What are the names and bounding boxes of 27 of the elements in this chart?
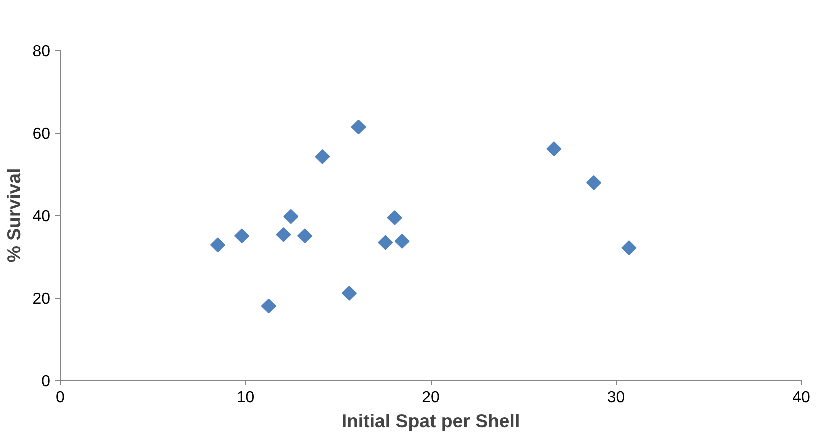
point [342, 286, 358, 301]
x-tick-label: 10 [236, 390, 255, 406]
point [276, 227, 292, 242]
point [394, 234, 410, 249]
x-tick-label: 30 [607, 390, 626, 406]
y-tick-label: 20 [32, 291, 51, 308]
point [378, 235, 394, 250]
point [284, 209, 299, 224]
y-axis-title: % Survival [4, 168, 25, 263]
point [210, 238, 226, 253]
point [261, 298, 276, 314]
point [234, 228, 250, 244]
x-tick-label: 40 [792, 390, 810, 406]
y-tick-label: 0 [42, 374, 51, 390]
x-axis-title: Initial Spat per Shell [342, 410, 520, 432]
point [387, 210, 402, 226]
y-tick-label: 40 [32, 208, 51, 226]
x-tick-label: 0 [56, 390, 66, 406]
point [546, 142, 562, 157]
y-tick-label: 80 [32, 44, 51, 60]
point [622, 240, 637, 256]
point [297, 228, 313, 244]
point [586, 175, 602, 190]
point [315, 149, 330, 164]
y-tick-label: 60 [32, 126, 51, 143]
x-tick-label: 20 [422, 390, 440, 406]
point [351, 120, 366, 135]
